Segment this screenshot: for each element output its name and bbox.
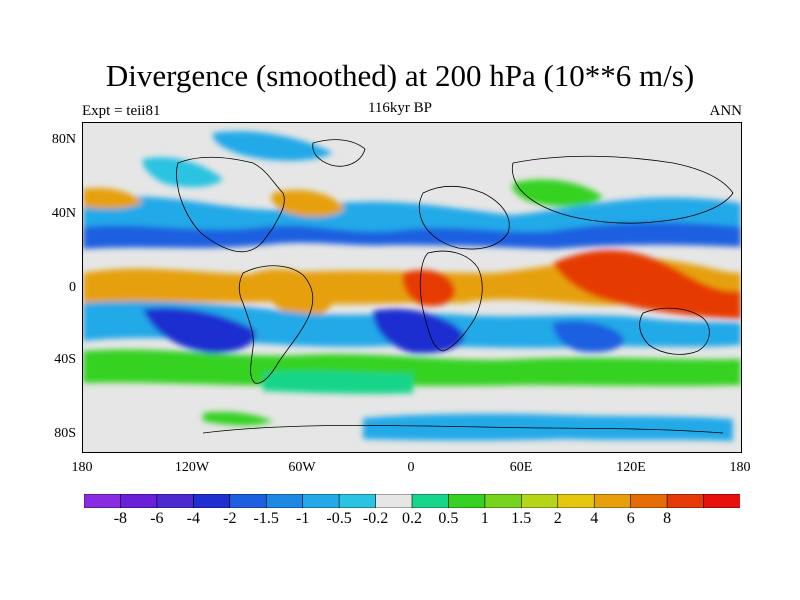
colorbar-swatch <box>265 494 304 508</box>
lat-label-40s: 40S <box>54 352 76 367</box>
colorbar-swatch <box>84 494 122 508</box>
colorbar-swatch <box>120 494 158 508</box>
period-label: 116kyr BP <box>367 100 433 116</box>
colorbar-tick-label: 2 <box>553 510 562 527</box>
divergence-field <box>83 131 741 441</box>
lon-label-120w: 120W <box>174 460 210 475</box>
colorbar-tick-label: 8 <box>663 510 672 527</box>
colorbar-tick-label: -4 <box>186 510 200 527</box>
colorbar-tick-label: -0.2 <box>362 510 389 527</box>
lon-label-60w: 60W <box>288 460 316 475</box>
colorbar-swatch <box>703 494 740 508</box>
lat-label-0: 0 <box>69 280 76 295</box>
season-label: ANN <box>709 103 743 119</box>
colorbar-swatch <box>557 494 596 508</box>
colorbar-swatch <box>338 494 377 508</box>
map-canvas <box>83 123 741 452</box>
colorbar-swatch <box>593 494 632 508</box>
colorbar-tick-label: 0.5 <box>438 510 459 527</box>
colorbar-tick-label: -0.5 <box>326 510 352 527</box>
colorbar-swatch <box>156 494 195 508</box>
colorbar-tick-label: -1.5 <box>253 510 279 527</box>
coastlines <box>176 139 734 434</box>
lon-label-120e: 120E <box>616 460 646 475</box>
colorbar-swatch <box>302 494 340 508</box>
colorbar-tick-label: 1.5 <box>511 510 532 527</box>
colorbar-tick-label: 6 <box>626 510 635 527</box>
colorbar-tick-label: -2 <box>223 510 237 527</box>
colorbar-tick-label: -6 <box>150 510 164 527</box>
colorbar-tick-label: 1 <box>480 510 489 527</box>
colorbar-swatch <box>411 494 450 508</box>
colorbar-tick-label: -1 <box>296 510 310 527</box>
experiment-label: Expt = teii81 <box>82 103 161 119</box>
lat-label-80s: 80S <box>54 426 76 441</box>
colorbar-swatch <box>448 494 486 508</box>
colorbar-swatch <box>666 494 705 508</box>
lat-label-80n: 80N <box>51 132 76 147</box>
colorbar-swatch <box>193 494 231 508</box>
lon-label-0: 0 <box>407 460 415 475</box>
lon-label-60e: 60E <box>509 460 533 475</box>
colorbar-swatch <box>229 494 268 508</box>
lon-label-180e: 180 <box>729 460 751 475</box>
colorbar-swatch <box>484 494 523 508</box>
colorbar-swatch <box>521 494 559 508</box>
colorbar-swatch <box>375 494 413 508</box>
colorbar-tick-label: 4 <box>590 510 599 527</box>
colorbar-tick-label: 0.2 <box>402 510 422 527</box>
divergence-map <box>82 122 742 453</box>
lon-label-180w: 180 <box>71 460 93 475</box>
colorbar-swatch <box>630 494 668 508</box>
plot-title: Divergence (smoothed) at 200 hPa (10**6 … <box>105 58 695 93</box>
colorbar <box>84 494 740 508</box>
colorbar-tick-label: -8 <box>113 510 128 527</box>
lat-label-40n: 40N <box>51 206 76 221</box>
